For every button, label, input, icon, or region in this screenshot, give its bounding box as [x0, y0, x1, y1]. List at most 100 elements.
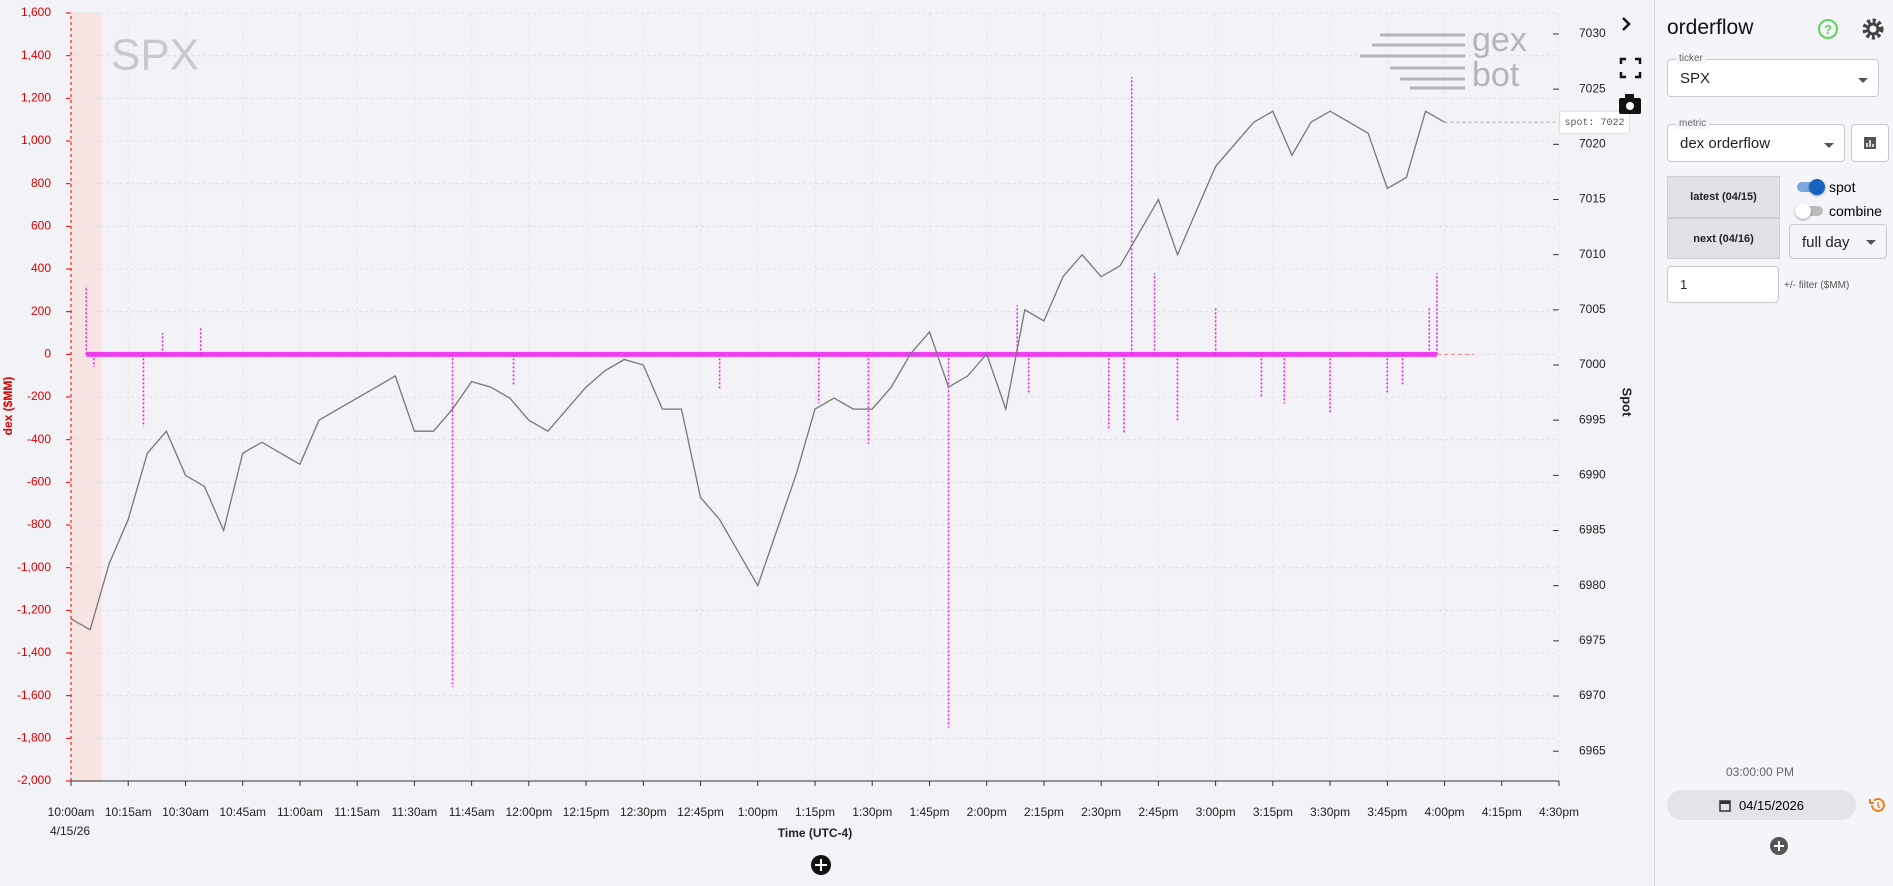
y-tick-label: 200 — [31, 304, 51, 318]
next-button[interactable]: next (04/16) — [1667, 218, 1780, 259]
y2-tick-label: 6965 — [1579, 743, 1606, 757]
x-tick-label: 12:15pm — [563, 805, 610, 819]
field-value: dex orderflow — [1680, 135, 1771, 152]
y2-tick-label: 7015 — [1579, 192, 1606, 206]
x-tick-label: 10:00am — [48, 805, 95, 819]
y-tick-label: -1,200 — [17, 603, 51, 617]
history-icon[interactable] — [1868, 796, 1886, 814]
camera-icon[interactable] — [1619, 94, 1641, 114]
range-select[interactable]: full day — [1789, 224, 1887, 259]
field-label: ticker — [1676, 53, 1706, 64]
y-tick-label: -200 — [27, 389, 51, 403]
y-tick-label: -1,800 — [17, 731, 51, 745]
x-tick-label: 4:30pm — [1539, 805, 1579, 819]
y2-tick-label: 6995 — [1579, 412, 1606, 426]
date-picker[interactable]: 04/15/2026 — [1667, 790, 1856, 820]
metric-select[interactable]: metric dex orderflow — [1667, 118, 1845, 162]
svg-text:?: ? — [1824, 22, 1832, 37]
ticker-select[interactable]: ticker SPX — [1667, 53, 1879, 97]
y-tick-label: 0 — [44, 347, 51, 361]
x-tick-label: 10:30am — [162, 805, 209, 819]
spot-tag-label: spot: 7022 — [1565, 118, 1625, 129]
y2-tick-label: 6985 — [1579, 523, 1606, 537]
y-tick-label: 1,000 — [21, 133, 51, 147]
y-tick-label: 600 — [31, 219, 51, 233]
y-tick-label: -1,400 — [17, 645, 51, 659]
x-tick-label: 4:15pm — [1482, 805, 1522, 819]
y2-tick-label: 6980 — [1579, 578, 1606, 592]
toggle-label: combine — [1829, 203, 1882, 219]
field-label: metric — [1676, 118, 1710, 129]
chart: 1,600 1,400 1,200 1,000 800 600 400 200 0 -200 -40… — [1, 5, 1642, 875]
field-value: 1 — [1680, 277, 1688, 292]
x-tick-label: 10:45am — [219, 805, 266, 819]
y2-tick-label: 7020 — [1579, 136, 1606, 150]
y-tick-label: -800 — [27, 517, 51, 531]
add-button[interactable] — [811, 855, 831, 875]
logo-text: bot — [1472, 56, 1520, 94]
plot: 1,600 1,400 1,200 1,000 800 600 400 200 0 -200 -40… — [17, 5, 1631, 819]
y-tick-label: -2,000 — [17, 773, 51, 787]
chart-button[interactable] — [1851, 124, 1889, 162]
x-tick-label: 3:00pm — [1196, 805, 1236, 819]
y2-tick-label: 7010 — [1579, 247, 1606, 261]
y2-tick-label: 6990 — [1579, 468, 1606, 482]
x-tick-label: 2:30pm — [1081, 805, 1121, 819]
y-tick-label: 1,400 — [21, 48, 51, 62]
y2-tick-label: 7005 — [1579, 302, 1606, 316]
y-tick-label: -400 — [27, 432, 51, 446]
fullscreen-icon[interactable] — [1619, 57, 1642, 79]
y2-tick-label: 7000 — [1579, 357, 1606, 371]
x-tick-label: 11:00am — [277, 805, 323, 819]
y2-tick-label: 7025 — [1579, 81, 1606, 95]
x-tick-label: 2:45pm — [1138, 805, 1178, 819]
collapse-icon[interactable] — [1622, 17, 1631, 31]
x-tick-label: 12:00pm — [505, 805, 552, 819]
y2-tick-label: 7030 — [1579, 26, 1606, 40]
x-axis-title: Time (UTC-4) — [778, 826, 852, 840]
spot-tag — [1559, 110, 1631, 134]
x-tick-label: 12:30pm — [620, 805, 667, 819]
date-value: 04/15/2026 — [1738, 797, 1805, 813]
x-tick-label: 1:45pm — [909, 805, 949, 819]
y2-axis-title: Spot — [1620, 388, 1635, 418]
settings-icon[interactable] — [1861, 17, 1885, 41]
x-tick-label: 12:45pm — [677, 805, 724, 819]
spot-toggle[interactable] — [1797, 179, 1825, 195]
x-tick-label: 11:15am — [334, 805, 380, 819]
logo-text: gex — [1472, 21, 1527, 59]
x-tick-label: 11:30am — [391, 805, 437, 819]
filter-label: +/- filter ($MM) — [1784, 280, 1850, 291]
x-date-label: 4/15/26 — [50, 824, 90, 838]
sidebar: orderflow ? ticker SPX metric dex orderf… — [1654, 0, 1893, 886]
time-label: 03:00:00 PM — [1725, 765, 1795, 779]
y-axis-title: dex ($MM) — [1, 377, 15, 436]
y-tick-label: -600 — [27, 475, 51, 489]
y-tick-label: -1,000 — [17, 560, 51, 574]
combine-toggle[interactable] — [1795, 203, 1823, 219]
y-tick-label: 1,600 — [21, 5, 51, 19]
y-tick-label: -1,600 — [17, 688, 51, 702]
sidebar-title: orderflow — [1667, 16, 1754, 39]
filter-input[interactable]: 1 — [1667, 266, 1779, 303]
x-tick-label: 2:00pm — [967, 805, 1007, 819]
x-tick-label: 1:00pm — [738, 805, 778, 819]
x-tick-label: 2:15pm — [1024, 805, 1064, 819]
x-tick-label: 10:15am — [105, 805, 152, 819]
x-tick-label: 11:45am — [449, 805, 495, 819]
field-value: full day — [1802, 234, 1850, 251]
latest-button[interactable]: latest (04/15) — [1667, 176, 1780, 218]
logo — [1360, 33, 1465, 90]
watermark: SPX — [111, 31, 199, 80]
spot-line — [70, 110, 1445, 631]
help-icon[interactable]: ? — [1816, 17, 1840, 41]
x-tick-label: 3:45pm — [1367, 805, 1407, 819]
x-tick-label: 1:30pm — [852, 805, 892, 819]
add-panel[interactable] — [1769, 836, 1789, 856]
x-tick-label: 4:00pm — [1425, 805, 1465, 819]
y2-tick-label: 6975 — [1579, 633, 1606, 647]
x-tick-label: 3:15pm — [1253, 805, 1293, 819]
x-tick-label: 3:30pm — [1310, 805, 1350, 819]
y2-tick-label: 6970 — [1579, 688, 1606, 702]
